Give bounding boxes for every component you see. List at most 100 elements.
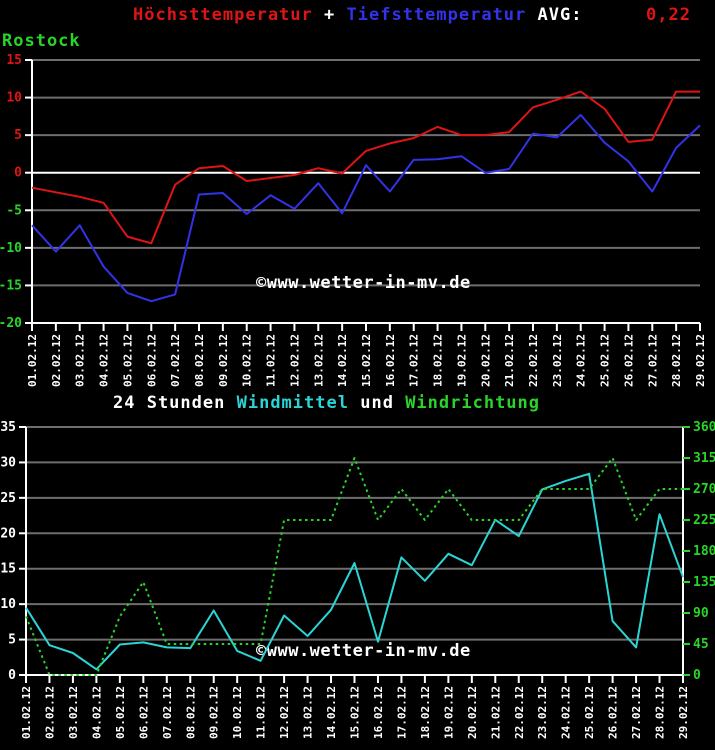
x-axis-label: 27.02.12 <box>630 686 643 739</box>
left-y-axis-label: 25 <box>0 491 16 506</box>
right-y-axis-label: 135 <box>693 575 715 590</box>
x-axis-label: 06.02.12 <box>145 334 158 387</box>
x-axis-label: 10.02.12 <box>231 686 244 739</box>
x-axis-label: 11.02.12 <box>255 686 268 739</box>
windmittel-label: Windmittel <box>236 393 349 413</box>
x-axis-label: 07.02.12 <box>169 334 182 387</box>
wind-title-prefix: 24 Stunden <box>113 393 226 413</box>
x-axis-label: 27.02.12 <box>646 334 659 387</box>
x-axis-label: 04.02.12 <box>98 334 111 387</box>
page-title: Höchsttemperatur + Tiefsttemperatur AVG: <box>133 5 582 25</box>
x-axis-label: 07.02.12 <box>161 686 174 739</box>
x-axis-label: 17.02.12 <box>408 334 421 387</box>
x-axis-label: 05.02.12 <box>114 686 127 739</box>
x-axis-label: 16.02.12 <box>384 334 397 387</box>
left-y-axis-label: 5 <box>8 633 16 648</box>
x-axis-label: 12.02.12 <box>278 686 291 739</box>
x-axis-label: 19.02.12 <box>455 334 468 387</box>
x-axis-label: 13.02.12 <box>302 686 315 739</box>
left-y-axis-label: 0 <box>8 668 16 683</box>
x-axis-label: 29.02.12 <box>677 686 690 739</box>
x-axis-label: 21.02.12 <box>489 686 502 739</box>
x-axis-label: 29.02.12 <box>694 334 707 387</box>
x-axis-label: 23.02.12 <box>551 334 564 387</box>
x-axis-label: 21.02.12 <box>503 334 516 387</box>
wind-title-conjunction: und <box>360 393 394 413</box>
x-axis-label: 05.02.12 <box>121 334 134 387</box>
x-axis-label: 14.02.12 <box>336 334 349 387</box>
right-y-axis-label: 90 <box>693 606 709 621</box>
x-axis-label: 18.02.12 <box>419 686 432 739</box>
x-axis-label: 08.02.12 <box>193 334 206 387</box>
x-axis-label: 26.02.12 <box>622 334 635 387</box>
right-y-axis-label: 0 <box>693 668 701 683</box>
watermark-text: ©www.wetter-in-mv.de <box>256 273 471 293</box>
min-temp-title-label: Tiefsttemperatur <box>346 5 527 25</box>
wind-chart-title: 24 Stunden Windmittel und Windrichtung <box>113 393 540 413</box>
x-axis-label: 10.02.12 <box>241 334 254 387</box>
y-axis-label: 10 <box>6 91 22 106</box>
y-axis-label: 0 <box>14 166 22 181</box>
left-y-axis-label: 20 <box>0 526 16 541</box>
windrichtung-label: Windrichtung <box>405 393 541 413</box>
x-axis-label: 01.02.12 <box>20 686 33 739</box>
x-axis-label: 19.02.12 <box>442 686 455 739</box>
x-axis-label: 24.02.12 <box>560 686 573 739</box>
x-axis-label: 09.02.12 <box>208 686 221 739</box>
right-y-axis-label: 270 <box>693 482 715 497</box>
title-separator: + <box>324 5 336 25</box>
x-axis-label: 03.02.12 <box>74 334 87 387</box>
x-axis-label: 17.02.12 <box>395 686 408 739</box>
x-axis-label: 23.02.12 <box>536 686 549 739</box>
temperature-chart: 15 10 5 0 -5 -10 -15 -20 01.02.12 02.02.12 03.02.1… <box>0 53 707 387</box>
x-axis-label: 06.02.12 <box>137 686 150 739</box>
x-axis-label: 18.02.12 <box>432 334 445 387</box>
x-axis-label: 14.02.12 <box>325 686 338 739</box>
x-axis-label: 11.02.12 <box>265 334 278 387</box>
x-axis-label: 15.02.12 <box>349 686 362 739</box>
x-axis-label: 02.02.12 <box>43 686 56 739</box>
x-axis-label: 03.02.12 <box>67 686 80 739</box>
right-y-axis-label: 315 <box>693 451 715 466</box>
right-y-axis-label: 45 <box>693 637 709 652</box>
temp-max-line <box>31 90 700 245</box>
x-axis-label: 25.02.12 <box>599 334 612 387</box>
y-axis-label: 5 <box>14 128 22 143</box>
avg-label: AVG: <box>537 5 583 25</box>
y-axis-label: 15 <box>6 53 22 68</box>
x-axis-label: 25.02.12 <box>583 686 596 739</box>
x-axis-label: 12.02.12 <box>288 334 301 387</box>
wind-speed-line <box>25 472 684 671</box>
x-axis-label: 13.02.12 <box>312 334 325 387</box>
x-axis-label: 01.02.12 <box>26 334 39 387</box>
x-axis-label: 02.02.12 <box>50 334 63 387</box>
x-axis-label: 04.02.12 <box>90 686 103 739</box>
x-axis-label: 22.02.12 <box>527 334 540 387</box>
x-axis-label: 24.02.12 <box>575 334 588 387</box>
right-y-axis-label: 225 <box>693 513 715 528</box>
x-axis-label: 26.02.12 <box>607 686 620 739</box>
left-y-axis-label: 30 <box>0 455 16 470</box>
wind-direction-line <box>25 457 683 676</box>
wind-chart: 0 5 10 15 20 25 30 35 0 45 90 135 180 225 270 315 360 01.… <box>0 420 715 739</box>
y-axis-label: -5 <box>6 203 22 218</box>
x-axis-label: 16.02.12 <box>372 686 385 739</box>
temp-min-line <box>31 113 701 303</box>
y-axis-label: -20 <box>0 316 22 331</box>
x-axis-label: 20.02.12 <box>479 334 492 387</box>
max-temp-title-label: Höchsttemperatur <box>133 5 313 25</box>
y-axis-label: -10 <box>0 241 22 256</box>
watermark-text: ©www.wetter-in-mv.de <box>256 641 471 661</box>
avg-value: 0,22 <box>646 5 691 25</box>
x-axis-label: 28.02.12 <box>654 686 667 739</box>
x-axis-label: 09.02.12 <box>217 334 230 387</box>
right-y-axis-label: 180 <box>693 544 715 559</box>
y-axis-label: -15 <box>0 278 22 293</box>
x-axis-label: 15.02.12 <box>360 334 373 387</box>
x-axis-label: 08.02.12 <box>184 686 197 739</box>
station-name: Rostock <box>2 31 81 51</box>
left-y-axis-label: 15 <box>0 562 16 577</box>
right-y-axis-label: 360 <box>693 420 715 435</box>
x-axis-label: 20.02.12 <box>466 686 479 739</box>
